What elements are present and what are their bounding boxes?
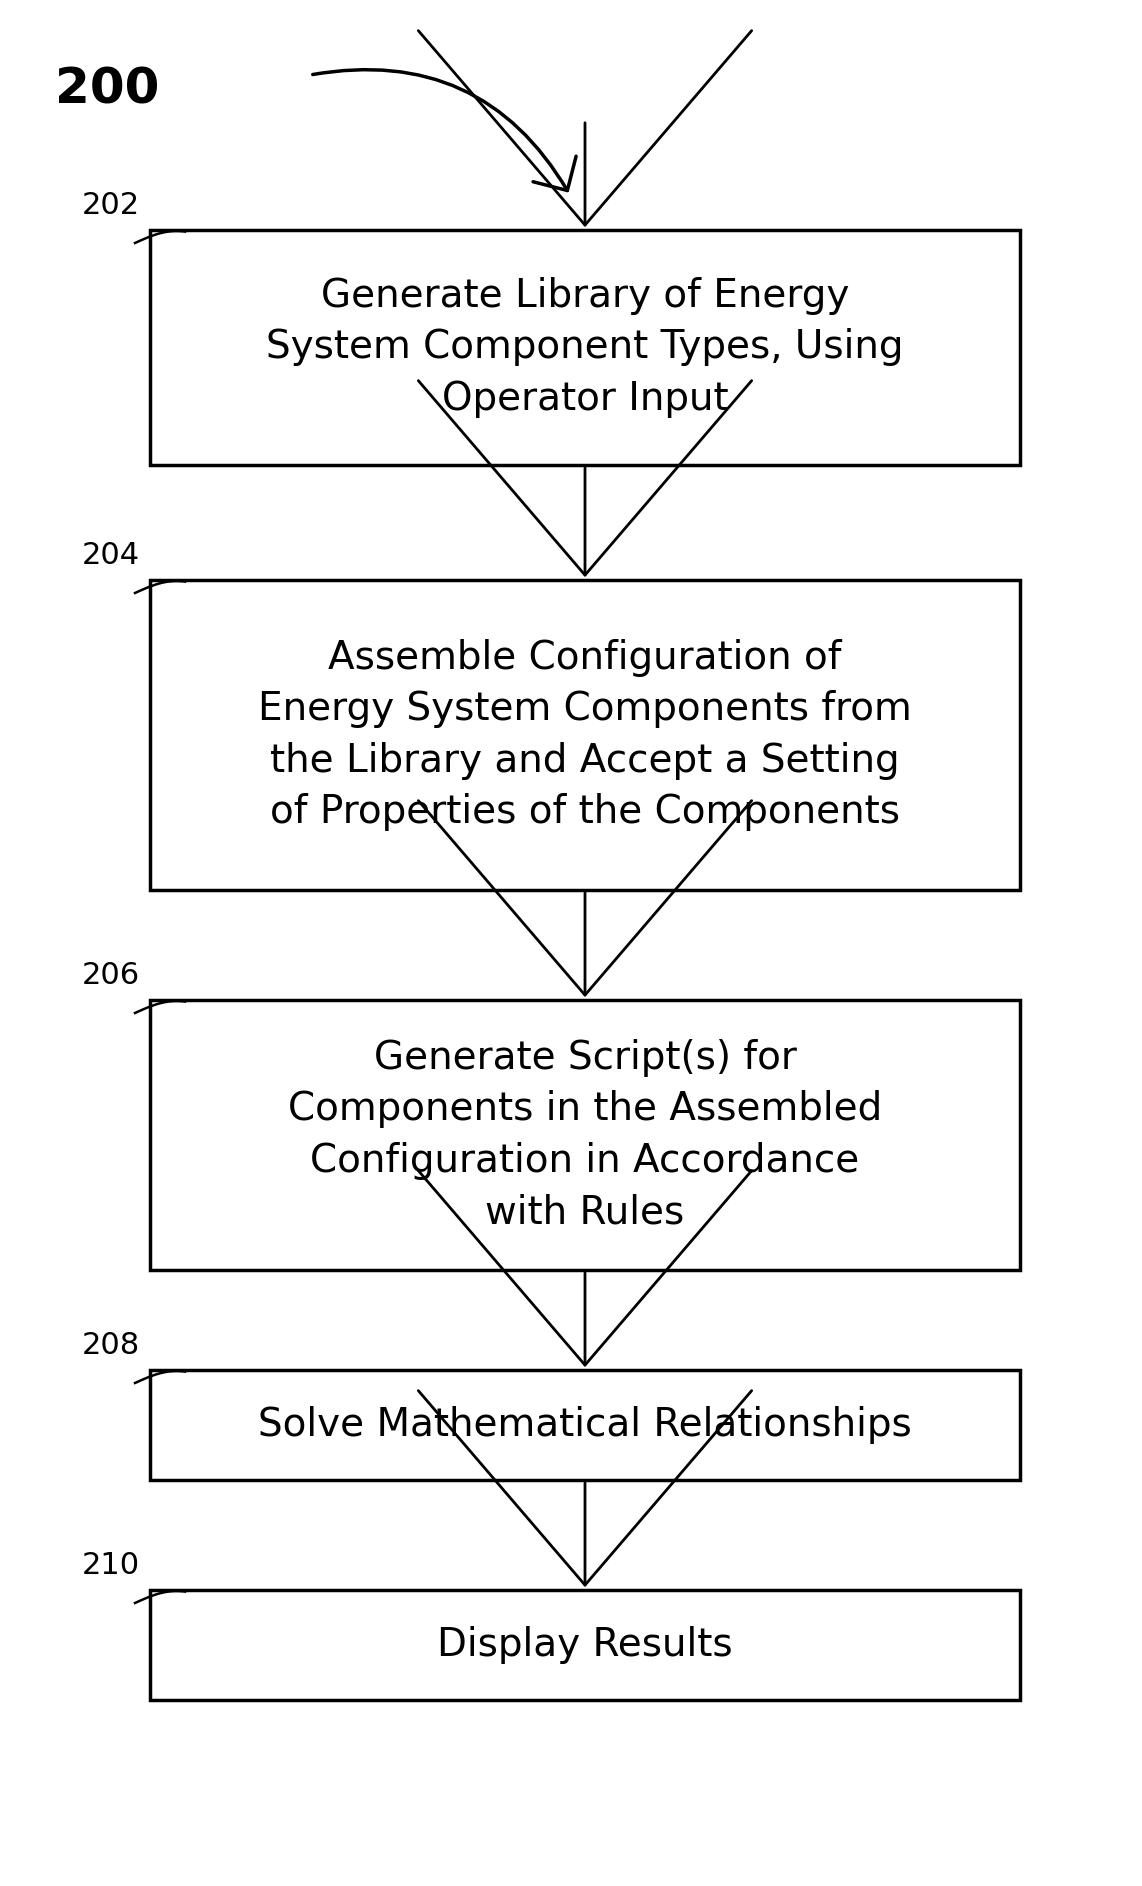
FancyArrowPatch shape [313, 70, 576, 190]
Text: Assemble Configuration of
Energy System Components from
the Library and Accept a: Assemble Configuration of Energy System … [258, 639, 911, 832]
Text: 208: 208 [82, 1332, 140, 1360]
Bar [150, 230, 1020, 466]
Text: 202: 202 [82, 190, 140, 221]
Text: 206: 206 [82, 962, 140, 990]
Bar [150, 1590, 1020, 1699]
Text: 200: 200 [55, 64, 160, 113]
Bar [150, 1000, 1020, 1269]
Text: Generate Library of Energy
System Component Types, Using
Operator Input: Generate Library of Energy System Compon… [266, 277, 903, 419]
Text: 204: 204 [82, 541, 140, 570]
Text: Display Results: Display Results [437, 1626, 733, 1663]
Bar [150, 1369, 1020, 1481]
Text: Generate Script(s) for
Components in the Assembled
Configuration in Accordance
w: Generate Script(s) for Components in the… [288, 1039, 882, 1232]
Text: 210: 210 [82, 1550, 140, 1580]
Bar [150, 581, 1020, 890]
Text: Solve Mathematical Relationships: Solve Mathematical Relationships [258, 1405, 911, 1445]
